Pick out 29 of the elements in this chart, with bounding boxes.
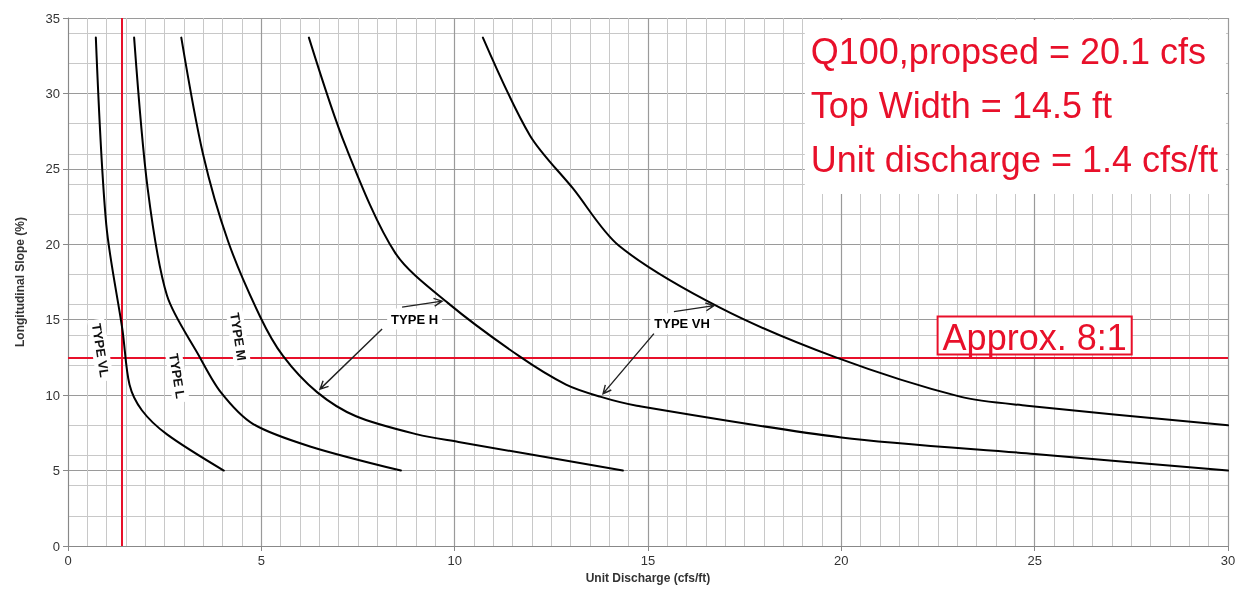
x-tick-label: 30 [1220, 553, 1236, 568]
x-axis-title: Unit Discharge (cfs/ft) [585, 571, 711, 585]
text: TYPE M [226, 311, 250, 362]
x-tick-label: 0 [64, 553, 72, 568]
line-series [94, 36, 225, 472]
annotation: Approx. 8:1 [942, 316, 1127, 358]
y-tick-label: 5 [52, 463, 60, 479]
text: TYPE VL [88, 322, 113, 379]
y-tick-label: 25 [45, 161, 60, 177]
x-tick-label: 10 [447, 553, 462, 568]
y-tick-label: 15 [45, 312, 60, 328]
annotation: Unit discharge = 1.4 cfs/ft [810, 138, 1219, 180]
y-tick-label: 10 [45, 387, 60, 403]
x-tick-label: 20 [834, 553, 849, 568]
x-tick-label: 25 [1027, 553, 1042, 568]
line-series [481, 36, 1229, 427]
line-series [307, 36, 1229, 472]
y-axis-title: Longitudinal Slope (%) [13, 217, 27, 347]
series-label: TYPE VH [654, 316, 710, 332]
annotation: Top Width = 14.5 ft [810, 84, 1112, 126]
y-tick-label: 0 [52, 538, 60, 554]
y-tick-label: 35 [45, 10, 60, 26]
series-label: TYPE H [391, 311, 439, 327]
x-tick-label: 15 [640, 553, 656, 568]
y-tick-label: 20 [45, 236, 60, 252]
text: TYPE L [166, 352, 189, 400]
annotation: Q100,propsed = 20.1 cfs [810, 30, 1207, 72]
y-tick-label: 30 [45, 85, 60, 101]
x-tick-label: 5 [257, 553, 265, 568]
